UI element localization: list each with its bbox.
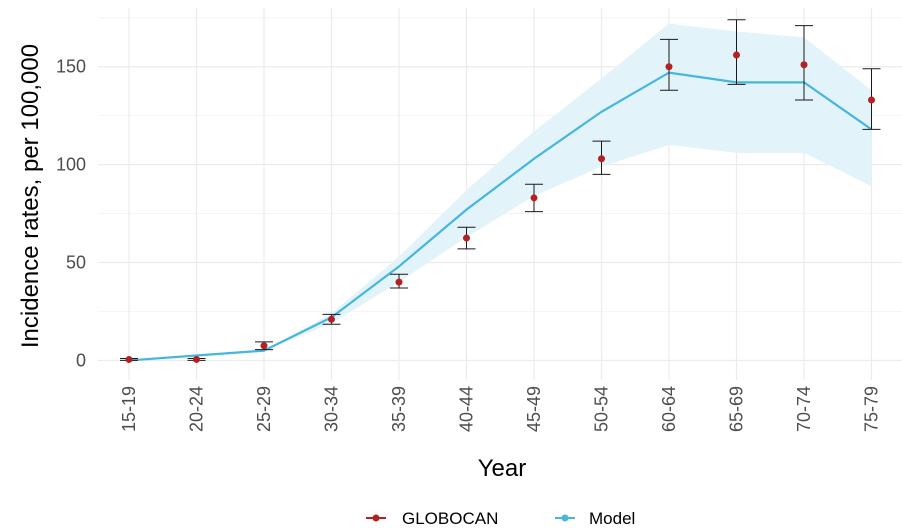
x-tick-label: 15-19: [119, 386, 139, 432]
model-ribbon-layer: [129, 23, 872, 361]
x-tick-label: 60-64: [659, 386, 679, 432]
globocan-point: [193, 355, 200, 363]
legend-globocan-point: [372, 514, 380, 522]
globocan-point: [800, 61, 808, 69]
model-line: [128, 71, 873, 362]
legend-globocan-label: GLOBOCAN: [402, 509, 498, 528]
globocan-point: [463, 234, 470, 242]
x-tick-label: 25-29: [254, 386, 274, 432]
globocan-errorbar-group: [660, 38, 678, 91]
globocan-errorbar-group: [727, 19, 746, 85]
globocan-errorbar-group: [390, 273, 408, 289]
x-tick-label: 45-49: [524, 386, 544, 432]
globocan-errorbar-group: [862, 68, 881, 130]
globocan-point: [395, 278, 403, 286]
globocan-errorbar-group: [795, 25, 813, 101]
model-line-layer: [128, 71, 873, 362]
x-tick-label: 50-54: [592, 386, 612, 432]
legend-item-model: Model: [555, 509, 635, 528]
globocan-points-layer: [120, 19, 881, 363]
y-tick-label: 150: [56, 57, 86, 77]
x-tick-label: 70-74: [794, 386, 814, 432]
x-tick-label: 65-69: [727, 386, 747, 432]
y-axis-ticks: 0 50 100 150: [56, 57, 86, 371]
globocan-errorbar-group: [592, 140, 611, 175]
legend-model-label: Model: [589, 509, 635, 528]
globocan-point: [260, 342, 268, 350]
globocan-point: [665, 63, 673, 71]
globocan-point: [328, 315, 335, 323]
x-axis-title: Year: [478, 455, 527, 482]
legend-item-globocan: GLOBOCAN: [366, 509, 498, 528]
legend: GLOBOCAN Model: [366, 509, 635, 528]
globocan-errorbar-group: [120, 355, 138, 363]
x-tick-label: 20-24: [187, 386, 207, 432]
y-tick-label: 0: [76, 350, 86, 370]
globocan-errorbar-group: [187, 355, 206, 363]
globocan-errorbar-group: [322, 313, 341, 325]
globocan-point: [530, 194, 538, 202]
x-tick-label: 40-44: [457, 386, 477, 432]
y-tick-label: 50: [66, 253, 86, 273]
x-axis-ticks: 15-19 20-24 25-29 30-34 35-39 40-44 45-49 50-54…: [119, 386, 882, 432]
globocan-point: [733, 51, 740, 59]
globocan-errorbar-group: [457, 226, 476, 250]
x-tick-label: 35-39: [389, 386, 409, 432]
x-tick-label: 75-79: [862, 386, 882, 432]
globocan-point: [125, 355, 133, 363]
globocan-point: [868, 96, 875, 104]
model-uncertainty-ribbon: [129, 23, 872, 361]
globocan-point: [598, 155, 605, 163]
x-tick-label: 30-34: [322, 386, 342, 432]
y-axis-title: Incidence rates, per 100,000: [17, 44, 44, 348]
globocan-errorbar-group: [525, 183, 543, 213]
globocan-errorbar-group: [255, 341, 273, 351]
legend-model-point: [561, 514, 569, 522]
y-tick-label: 100: [56, 155, 86, 175]
